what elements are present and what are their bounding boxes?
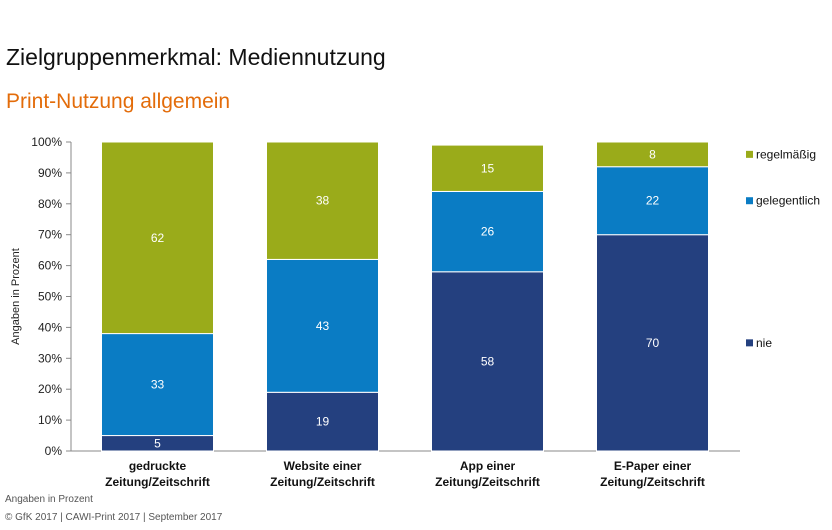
bar-data-label: 33 bbox=[151, 378, 165, 392]
x-category-label: gedruckte bbox=[129, 459, 187, 473]
x-category-label: Website einer bbox=[284, 459, 362, 473]
bar-data-label: 15 bbox=[481, 161, 495, 175]
bar-segment-regelmig bbox=[596, 141, 709, 168]
bar-data-label: 62 bbox=[151, 231, 165, 245]
legend-label: regelmäßig bbox=[756, 147, 816, 161]
y-tick-label: 60% bbox=[38, 259, 62, 273]
legend-swatch bbox=[746, 197, 753, 205]
x-category-label: Zeitung/Zeitschrift bbox=[105, 475, 210, 489]
y-tick-label: 70% bbox=[38, 228, 62, 242]
x-category-label: App einer bbox=[460, 459, 516, 473]
x-category-label: Zeitung/Zeitschrift bbox=[435, 475, 540, 489]
legend-swatch bbox=[746, 150, 753, 158]
legend-swatch bbox=[746, 339, 753, 347]
bar-segment-gelegentlich bbox=[266, 258, 379, 393]
y-tick-label: 50% bbox=[38, 290, 62, 304]
footnote: Angaben in Prozent bbox=[5, 494, 93, 505]
x-category-label: Zeitung/Zeitschrift bbox=[270, 475, 375, 489]
y-tick-label: 10% bbox=[38, 413, 62, 427]
chart-subtitle: Print-Nutzung allgemein bbox=[6, 90, 231, 113]
bar-segment-nie bbox=[431, 271, 544, 452]
bar-data-label: 43 bbox=[316, 319, 330, 333]
bar-data-label: 70 bbox=[646, 336, 660, 350]
y-tick-label: 100% bbox=[31, 135, 62, 149]
x-category-label: E-Paper einer bbox=[614, 459, 692, 473]
bar-data-label: 26 bbox=[481, 225, 495, 239]
y-tick-label: 20% bbox=[38, 382, 62, 396]
y-tick-label: 80% bbox=[38, 197, 62, 211]
y-tick-label: 0% bbox=[45, 444, 63, 458]
stacked-bar-chart: 0% 10% 20% 30% 40% 50% 60% 70% 80% 90% 100% Angaben… bbox=[10, 135, 820, 489]
y-tick-label: 90% bbox=[38, 166, 62, 180]
x-category-label: Zeitung/Zeitschrift bbox=[600, 475, 705, 489]
bar-data-label: 19 bbox=[316, 415, 330, 429]
bar-segment-gelegentlich bbox=[596, 166, 709, 236]
bar-data-label: 8 bbox=[649, 147, 656, 161]
legend-label: nie bbox=[756, 336, 772, 350]
bar-segment-regelmig bbox=[101, 141, 214, 335]
bar-data-label: 5 bbox=[154, 436, 161, 450]
bar-segment-regelmig bbox=[266, 141, 379, 260]
source-line: © GfK 2017 | CAWI-Print 2017 | September… bbox=[5, 512, 223, 523]
bar-segment-nie bbox=[596, 234, 709, 452]
bar-segment-nie bbox=[266, 391, 379, 452]
bar-data-label: 58 bbox=[481, 354, 495, 368]
bar-data-label: 38 bbox=[316, 194, 330, 208]
bar-data-label: 22 bbox=[646, 194, 660, 208]
y-tick-label: 40% bbox=[38, 320, 62, 334]
y-axis-label: Angaben in Prozent bbox=[10, 248, 22, 345]
bar-segment-regelmig bbox=[431, 144, 544, 192]
y-tick-label: 30% bbox=[38, 351, 62, 365]
legend-label: gelegentlich bbox=[756, 194, 820, 208]
page-title: Zielgruppenmerkmal: Mediennutzung bbox=[6, 44, 386, 70]
